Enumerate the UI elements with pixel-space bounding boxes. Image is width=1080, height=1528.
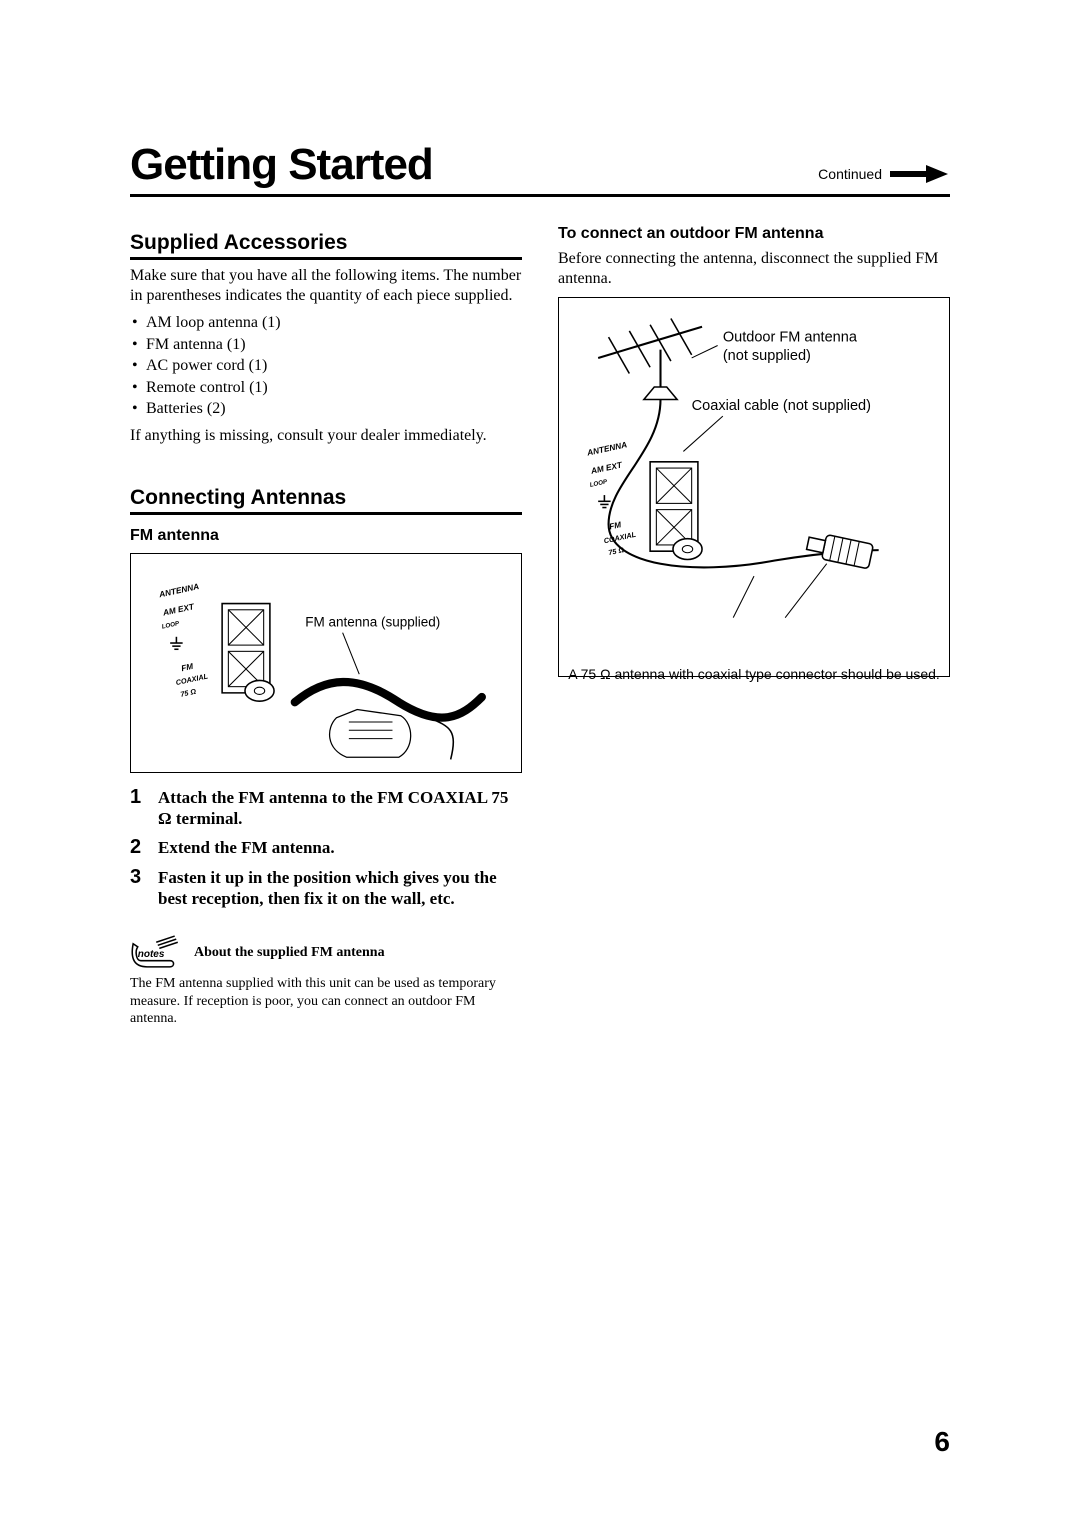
notes-icon: notes [130,933,184,973]
continued-arrow-icon [890,167,950,181]
list-item: AC power cord (1) [130,355,522,377]
terminal-label: ANTENNA [157,581,200,599]
terminal-label: FM [608,519,623,531]
step-2: 2 Extend the FM antenna. [130,837,522,858]
notes-title: About the supplied FM antenna [194,945,385,961]
outdoor-fm-caption: A 75 Ω antenna with coaxial type connect… [567,665,941,683]
supplied-outro: If anything is missing, consult your dea… [130,426,522,446]
step-text: Extend the FM antenna. [158,837,335,858]
outdoor-fm-diagram-icon: Outdoor FM antenna (not supplied) Coaxia… [567,306,941,659]
page-header: Getting Started Continued [130,140,950,197]
outdoor-fm-figure: Outdoor FM antenna (not supplied) Coaxia… [558,297,950,677]
terminal-label: LOOP [589,478,609,489]
page-title: Getting Started [130,140,433,190]
coax-cable-label: Coaxial cable (not supplied) [692,398,871,414]
list-item: FM antenna (1) [130,334,522,356]
supplied-items-list: AM loop antenna (1) FM antenna (1) AC po… [130,312,522,420]
left-column: Supplied Accessories Make sure that you … [130,221,522,1028]
step-1: 1 Attach the FM antenna to the FM COAXIA… [130,787,522,830]
fm-supplied-label: FM antenna (supplied) [305,614,440,629]
fm-antenna-steps: 1 Attach the FM antenna to the FM COAXIA… [130,787,522,909]
list-item: Remote control (1) [130,377,522,399]
outdoor-antenna-label-2: (not supplied) [723,348,811,364]
terminal-label: 75 Ω [607,545,625,557]
notes-icon-label: notes [138,949,165,960]
step-text: Fasten it up in the position which gives… [158,867,522,910]
notes-block: notes About the supplied FM antenna The … [130,933,522,1028]
continued-indicator: Continued [818,166,950,190]
step-number: 1 [130,787,148,830]
content-columns: Supplied Accessories Make sure that you … [130,221,950,1028]
supplied-intro: Make sure that you have all the followin… [130,266,522,306]
notes-header: notes About the supplied FM antenna [130,933,522,973]
outdoor-fm-heading: To connect an outdoor FM antenna [558,225,950,243]
terminal-label: FM [180,661,195,673]
fm-antenna-subheading: FM antenna [130,527,522,545]
list-item: Batteries (2) [130,398,522,420]
right-column: To connect an outdoor FM antenna Before … [558,221,950,1028]
list-item: AM loop antenna (1) [130,312,522,334]
terminal-label: COAXIAL [603,530,637,546]
terminal-label: ANTENNA [585,439,628,457]
terminal-label: 75 Ω [179,687,197,699]
fm-antenna-figure: ANTENNA AM EXT LOOP FM COAXIAL 75 Ω [130,553,522,773]
terminal-label: AM EXT [589,459,624,476]
connecting-antennas-heading: Connecting Antennas [130,486,522,515]
step-3: 3 Fasten it up in the position which giv… [130,867,522,910]
step-number: 3 [130,867,148,910]
terminal-label: COAXIAL [175,671,209,687]
continued-label: Continued [818,166,882,182]
fm-antenna-diagram-icon: ANTENNA AM EXT LOOP FM COAXIAL 75 Ω [139,562,513,770]
supplied-accessories-heading: Supplied Accessories [130,231,522,260]
outdoor-antenna-label-1: Outdoor FM antenna [723,329,858,345]
notes-body: The FM antenna supplied with this unit c… [130,975,522,1028]
terminal-label: AM EXT [161,601,196,618]
step-text: Attach the FM antenna to the FM COAXIAL … [158,787,522,830]
outdoor-fm-intro: Before connecting the antenna, disconnec… [558,249,950,289]
terminal-label: LOOP [161,620,181,631]
page-number: 6 [934,1426,950,1458]
step-number: 2 [130,837,148,858]
